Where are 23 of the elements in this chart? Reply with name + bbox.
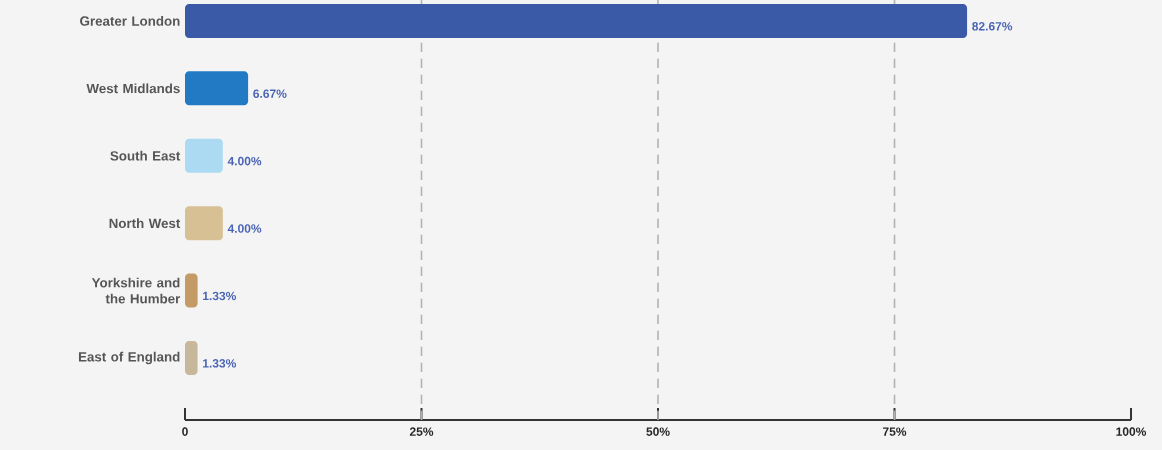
data-label: 1.33%	[203, 291, 236, 301]
data-label: 1.33%	[203, 359, 236, 368]
y-tick-label: Yorkshire and the Humber	[91, 277, 181, 304]
x-tick-label: 50%	[646, 427, 670, 436]
data-label: 82.67%	[972, 22, 1013, 31]
x-tick-label: 100%	[1116, 427, 1147, 436]
y-tick-label: Greater London	[80, 16, 180, 26]
data-label: 4.00%	[227, 156, 262, 166]
y-tick-label: South East	[110, 150, 181, 161]
bar	[185, 340, 198, 375]
x-tick-label: 25%	[409, 427, 434, 436]
bar	[185, 3, 968, 38]
y-tick-label: West Midlands	[86, 83, 180, 94]
bar	[185, 273, 198, 308]
data-label: 4.00%	[227, 224, 262, 233]
x-tick-label: 75%	[883, 427, 907, 436]
x-tick-label: 0	[182, 427, 188, 436]
y-tick-label: East of England	[78, 351, 180, 365]
bar	[185, 138, 223, 173]
data-label: 6.67%	[253, 89, 287, 98]
y-tick-label: North West	[109, 218, 181, 229]
bar	[185, 206, 223, 241]
bar	[185, 71, 249, 106]
